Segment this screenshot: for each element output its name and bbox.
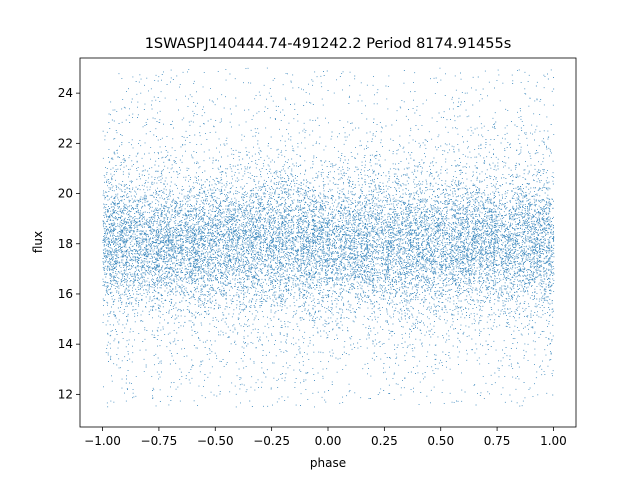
y-tick-label: 24	[58, 86, 73, 100]
x-tick-label: −0.25	[253, 434, 290, 448]
x-tick-label: 0.75	[484, 434, 511, 448]
scatter-points	[102, 67, 555, 408]
x-axis: −1.00 −0.75 −0.50 −0.25 0.00 0.25 0.50 0.75 1.00	[84, 427, 567, 448]
x-tick-label: 0.50	[427, 434, 454, 448]
y-tick-label: 22	[58, 136, 73, 150]
y-axis: 12 14 16 18 20 22 24	[58, 86, 80, 401]
y-tick-label: 18	[58, 237, 73, 251]
x-tick-label: −0.75	[141, 434, 178, 448]
x-tick-label: 1.00	[540, 434, 567, 448]
x-axis-label: phase	[310, 456, 346, 470]
x-tick-label: −1.00	[84, 434, 121, 448]
y-tick-label: 12	[58, 387, 73, 401]
chart-title: 1SWASPJ140444.74-491242.2 Period 8174.91…	[145, 36, 512, 52]
x-tick-label: 0.25	[371, 434, 398, 448]
x-tick-label: −0.50	[197, 434, 234, 448]
data-points	[102, 67, 555, 408]
y-tick-label: 16	[58, 287, 73, 301]
y-axis-label: flux	[31, 231, 45, 253]
y-tick-label: 20	[58, 187, 73, 201]
x-tick-label: 0.00	[315, 434, 342, 448]
y-tick-label: 14	[58, 337, 73, 351]
